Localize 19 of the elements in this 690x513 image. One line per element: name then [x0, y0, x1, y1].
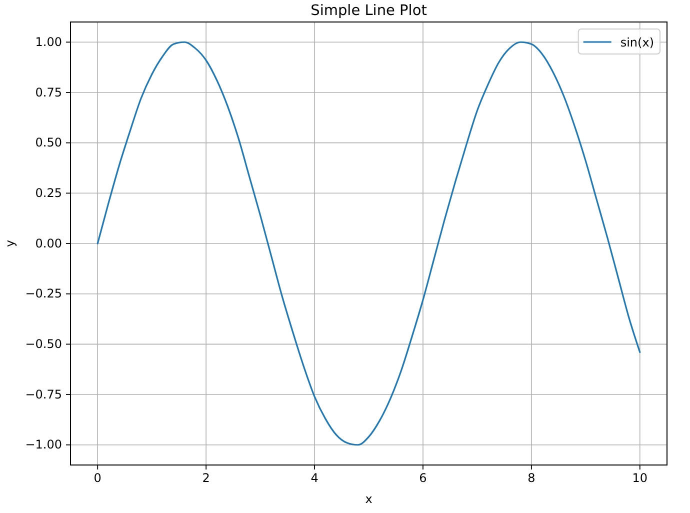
y-tick-label: −0.75 [25, 387, 62, 402]
legend-label: sin(x) [620, 35, 654, 50]
y-tick-label: −0.25 [25, 286, 62, 301]
x-tick-label: 0 [94, 471, 102, 486]
y-tick-label: 0.25 [35, 186, 62, 200]
x-tick-label: 8 [528, 471, 536, 486]
x-tick-label: 6 [419, 471, 427, 486]
chart-title: Simple Line Plot [310, 3, 428, 19]
x-tick-label: 2 [202, 471, 210, 486]
y-tick-label: 0.00 [35, 236, 62, 250]
y-tick-label: 0.75 [35, 85, 62, 100]
x-axis-title: x [365, 492, 372, 506]
y-tick-label: 1.00 [35, 34, 62, 49]
y-tick-label: −0.50 [25, 337, 62, 352]
y-axis-title: y [3, 240, 17, 248]
x-tick-label: 4 [310, 471, 318, 486]
x-tick-label: 10 [632, 471, 648, 486]
y-tick-label: 0.50 [35, 136, 62, 150]
y-tick-label: −1.00 [25, 438, 62, 452]
